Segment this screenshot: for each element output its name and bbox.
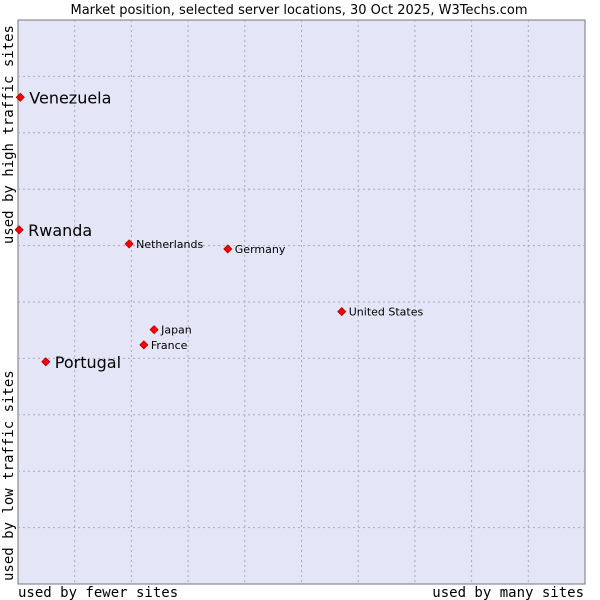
data-point-germany [223,244,233,254]
data-label-venezuela: Venezuela [29,88,111,107]
data-label-germany: Germany [235,243,286,256]
data-label-portugal: Portugal [55,353,121,372]
data-point-rwanda [14,225,24,235]
x-axis-label-left: used by fewer sites [18,585,178,600]
data-point-portugal [41,357,51,367]
data-label-united-states: United States [349,306,424,319]
x-axis-label-right: used by many sites [432,585,584,600]
grid-lines [18,20,585,584]
data-point-venezuela [15,92,25,102]
data-point-netherlands [124,239,134,249]
data-point-japan [149,325,159,335]
y-axis-label-bottom: used by low traffic sites [1,370,17,581]
data-point-france [139,340,149,350]
data-label-japan: Japan [160,324,192,337]
data-point-united-states [337,307,347,317]
data-label-france: France [151,339,188,352]
data-label-rwanda: Rwanda [28,221,92,240]
y-axis-label-top: used by high traffic sites [1,25,17,244]
chart-title: Market position, selected server locatio… [70,3,527,18]
data-label-netherlands: Netherlands [136,238,203,251]
